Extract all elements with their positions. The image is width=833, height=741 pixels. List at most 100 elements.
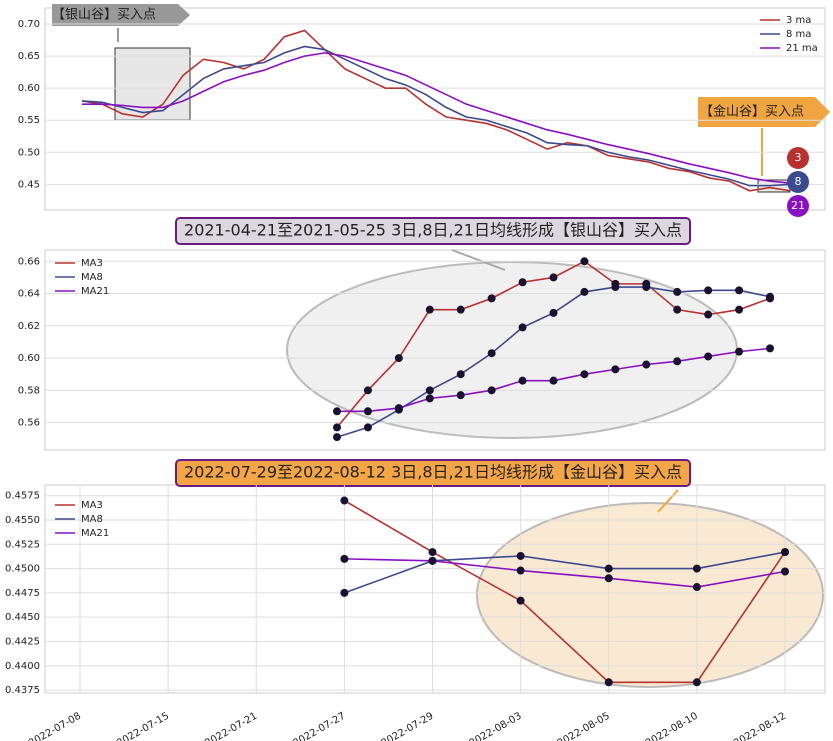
y-tick-label: 0.60 bbox=[18, 353, 40, 364]
ma-point bbox=[781, 567, 789, 576]
badge-label: 8 bbox=[795, 175, 802, 188]
ma-line bbox=[344, 558, 786, 588]
ma-point bbox=[781, 548, 789, 557]
ma-point bbox=[673, 357, 682, 366]
ma-point bbox=[394, 404, 403, 413]
badge-label: 21 bbox=[791, 199, 805, 212]
pointer bbox=[451, 249, 506, 271]
y-tick-label: 0.4550 bbox=[5, 515, 40, 526]
y-tick-label: 0.50 bbox=[18, 147, 40, 158]
legend-label: MA8 bbox=[81, 514, 103, 525]
y-tick-label: 0.58 bbox=[18, 385, 40, 396]
ma-point bbox=[425, 386, 434, 395]
y-tick-label: 0.55 bbox=[18, 115, 40, 126]
ma-point bbox=[692, 583, 701, 592]
ma-point bbox=[394, 354, 403, 363]
x-tick-label: 2022-08-03 bbox=[468, 711, 524, 741]
ma-point bbox=[580, 370, 589, 379]
legend-label: MA3 bbox=[81, 500, 103, 511]
y-tick-label: 0.66 bbox=[18, 256, 40, 267]
annotation: 【金山谷】买入点 bbox=[700, 104, 804, 120]
legend-label: MA8 bbox=[81, 272, 103, 283]
ma-point bbox=[642, 283, 651, 292]
ma-point bbox=[673, 305, 682, 314]
x-tick-label: 2022-08-05 bbox=[556, 711, 612, 741]
legend-label: 3 ma bbox=[786, 15, 811, 26]
ma-line bbox=[82, 52, 791, 184]
ma-point bbox=[363, 386, 372, 395]
panel-title: 2021-04-21至2021-05-25 3日,8日,21日均线形成【银山谷】… bbox=[184, 221, 682, 240]
badge bbox=[787, 147, 809, 169]
ma-point bbox=[516, 551, 525, 560]
ma-point bbox=[487, 349, 496, 358]
gold-ellipse bbox=[476, 502, 824, 688]
ma-point bbox=[604, 574, 613, 583]
ma-point bbox=[456, 370, 465, 379]
panel-title: 2022-07-29至2022-08-12 3日,8日,21日均线形成【金山谷】… bbox=[184, 463, 682, 482]
ma-point bbox=[704, 352, 713, 361]
ma-point bbox=[516, 596, 525, 605]
ma-point bbox=[516, 566, 525, 575]
ma-point bbox=[642, 360, 651, 369]
ma-point bbox=[580, 257, 589, 266]
x-tick-label: 2022-08-10 bbox=[644, 711, 700, 741]
ma-point bbox=[673, 287, 682, 296]
ma-point bbox=[604, 564, 613, 573]
y-tick-label: 0.4575 bbox=[5, 491, 40, 502]
ma-point bbox=[604, 678, 613, 687]
ma-point bbox=[340, 496, 349, 505]
legend-label: 21 ma bbox=[786, 43, 818, 54]
gold-arrow bbox=[698, 97, 830, 127]
ma-point bbox=[692, 564, 701, 573]
ma-point bbox=[766, 292, 774, 301]
ma-point bbox=[611, 365, 620, 374]
y-tick-label: 0.4375 bbox=[5, 685, 40, 696]
y-tick-label: 0.4425 bbox=[5, 636, 40, 647]
ma-point bbox=[333, 433, 341, 442]
middle-frame bbox=[44, 249, 826, 451]
ma-line bbox=[343, 499, 786, 684]
y-tick-label: 0.56 bbox=[18, 418, 40, 429]
ma-point bbox=[580, 287, 589, 296]
ma-point bbox=[704, 310, 713, 319]
badge bbox=[787, 171, 809, 193]
ma-point bbox=[692, 678, 701, 687]
ma-point bbox=[340, 588, 349, 597]
ma-point bbox=[425, 394, 434, 403]
y-tick-label: 0.64 bbox=[18, 289, 40, 300]
ma-point bbox=[487, 386, 496, 395]
y-tick-label: 0.4525 bbox=[5, 539, 40, 550]
ma-point bbox=[549, 308, 558, 317]
pointer bbox=[657, 489, 679, 513]
silver-box bbox=[114, 47, 191, 121]
legend-label: MA3 bbox=[81, 258, 103, 269]
ma-point bbox=[704, 286, 713, 295]
y-tick-label: 0.65 bbox=[18, 51, 40, 62]
ma-line bbox=[81, 45, 791, 187]
legend-label: MA21 bbox=[81, 528, 109, 539]
ma-point bbox=[333, 423, 341, 432]
y-tick-label: 0.60 bbox=[18, 83, 40, 94]
ma-point bbox=[428, 556, 437, 565]
x-tick-label: 2022-07-08 bbox=[27, 711, 83, 741]
y-tick-label: 0.4500 bbox=[5, 564, 40, 575]
ma-point bbox=[549, 273, 558, 282]
y-tick-label: 0.45 bbox=[18, 179, 40, 190]
legend-label: MA21 bbox=[81, 286, 109, 297]
top-frame bbox=[44, 7, 826, 211]
ma-point bbox=[333, 407, 341, 416]
ma-point bbox=[363, 423, 372, 432]
ma-point bbox=[363, 407, 372, 416]
annotation: 【银山谷】买入点 bbox=[52, 8, 156, 23]
ma-point bbox=[425, 305, 434, 314]
ma-point bbox=[456, 305, 465, 314]
y-tick-label: 0.62 bbox=[18, 321, 40, 332]
ma-point bbox=[549, 376, 558, 385]
y-tick-label: 0.4475 bbox=[5, 588, 40, 599]
badge-label: 3 bbox=[795, 151, 802, 164]
ma-line bbox=[344, 551, 786, 594]
x-tick-label: 2022-08-12 bbox=[732, 711, 788, 741]
x-tick-label: 2022-07-15 bbox=[115, 711, 171, 741]
ma-point bbox=[340, 554, 349, 563]
